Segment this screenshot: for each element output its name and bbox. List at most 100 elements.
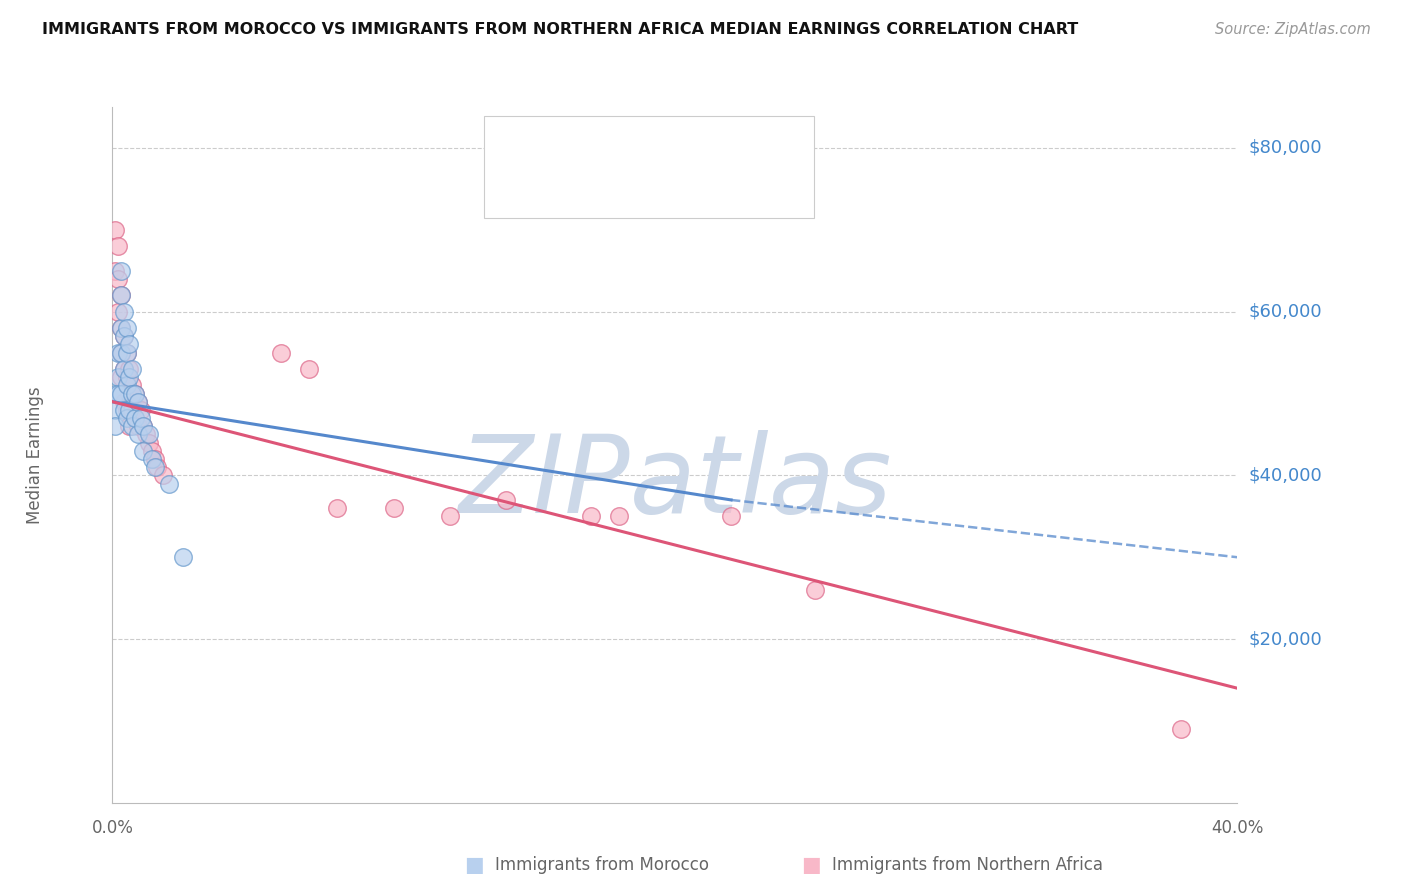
Point xyxy=(118,386,141,401)
Point xyxy=(118,370,141,384)
Text: -0.285: -0.285 xyxy=(572,136,631,153)
Point xyxy=(104,264,127,278)
Point xyxy=(132,443,155,458)
Point xyxy=(121,419,143,434)
Point xyxy=(439,509,461,524)
Point xyxy=(115,378,138,392)
Point xyxy=(110,321,132,335)
Point xyxy=(607,509,630,524)
Point xyxy=(110,321,132,335)
Point xyxy=(115,370,138,384)
Text: 40.0%: 40.0% xyxy=(1211,819,1264,837)
Point xyxy=(104,223,127,237)
Point xyxy=(107,239,129,253)
Point xyxy=(110,288,132,302)
Point xyxy=(110,345,132,359)
Point xyxy=(112,394,135,409)
Point xyxy=(112,362,135,376)
Point xyxy=(270,345,292,359)
Text: $20,000: $20,000 xyxy=(1249,630,1322,648)
Point xyxy=(720,509,742,524)
Point xyxy=(115,411,138,425)
Point xyxy=(118,419,141,434)
Point xyxy=(129,411,152,425)
Text: $40,000: $40,000 xyxy=(1249,467,1322,484)
Text: 37: 37 xyxy=(658,136,682,153)
Point xyxy=(495,492,517,507)
Point xyxy=(132,419,155,434)
Point xyxy=(152,468,174,483)
Point xyxy=(112,329,135,343)
Point xyxy=(298,362,321,376)
Point xyxy=(121,378,143,392)
Point xyxy=(104,419,127,434)
Point xyxy=(124,386,146,401)
Point xyxy=(118,403,141,417)
Point xyxy=(579,509,602,524)
Point xyxy=(146,460,169,475)
Text: 43: 43 xyxy=(658,185,682,202)
Point xyxy=(121,362,143,376)
Point xyxy=(141,443,163,458)
Point xyxy=(107,386,129,401)
Point xyxy=(124,411,146,425)
Text: Immigrants from Morocco: Immigrants from Morocco xyxy=(495,856,709,874)
Point xyxy=(172,550,194,565)
Point xyxy=(804,582,827,597)
Text: N =: N = xyxy=(621,136,669,153)
Point xyxy=(115,345,138,359)
Point xyxy=(115,345,138,359)
Point xyxy=(157,476,180,491)
Point xyxy=(124,386,146,401)
Text: IMMIGRANTS FROM MOROCCO VS IMMIGRANTS FROM NORTHERN AFRICA MEDIAN EARNINGS CORRE: IMMIGRANTS FROM MOROCCO VS IMMIGRANTS FR… xyxy=(42,22,1078,37)
Point xyxy=(132,419,155,434)
Point xyxy=(110,386,132,401)
Text: Source: ZipAtlas.com: Source: ZipAtlas.com xyxy=(1215,22,1371,37)
Point xyxy=(129,403,152,417)
Text: R =: R = xyxy=(537,185,574,202)
Text: Median Earnings: Median Earnings xyxy=(27,386,44,524)
Point xyxy=(382,501,405,516)
Point xyxy=(110,264,132,278)
Point xyxy=(121,386,143,401)
Point xyxy=(115,321,138,335)
Point xyxy=(112,362,135,376)
Point xyxy=(326,501,349,516)
Point xyxy=(143,452,166,467)
Text: $80,000: $80,000 xyxy=(1249,139,1322,157)
Point xyxy=(110,370,132,384)
Point xyxy=(107,345,129,359)
Point xyxy=(141,452,163,467)
Point xyxy=(138,427,160,442)
Point xyxy=(110,345,132,359)
Point xyxy=(118,337,141,351)
Point xyxy=(121,403,143,417)
Point xyxy=(112,329,135,343)
Point xyxy=(135,427,157,442)
Point xyxy=(107,304,129,318)
Point xyxy=(115,403,138,417)
Point xyxy=(110,288,132,302)
Text: ■: ■ xyxy=(801,855,821,875)
Point xyxy=(127,419,149,434)
Point xyxy=(124,411,146,425)
Text: ■: ■ xyxy=(498,185,516,203)
Text: ■: ■ xyxy=(498,135,516,154)
Text: Immigrants from Northern Africa: Immigrants from Northern Africa xyxy=(832,856,1104,874)
Point xyxy=(112,403,135,417)
Text: ■: ■ xyxy=(464,855,484,875)
Point xyxy=(127,394,149,409)
Point xyxy=(143,460,166,475)
Point xyxy=(127,394,149,409)
Point xyxy=(1170,722,1192,736)
Point xyxy=(118,362,141,376)
Point xyxy=(112,304,135,318)
Text: R =: R = xyxy=(537,136,574,153)
Text: N =: N = xyxy=(621,185,669,202)
Point xyxy=(104,386,127,401)
Point xyxy=(107,272,129,286)
Point xyxy=(138,435,160,450)
Text: $60,000: $60,000 xyxy=(1249,302,1322,321)
Point xyxy=(104,403,127,417)
Text: 0.0%: 0.0% xyxy=(91,819,134,837)
